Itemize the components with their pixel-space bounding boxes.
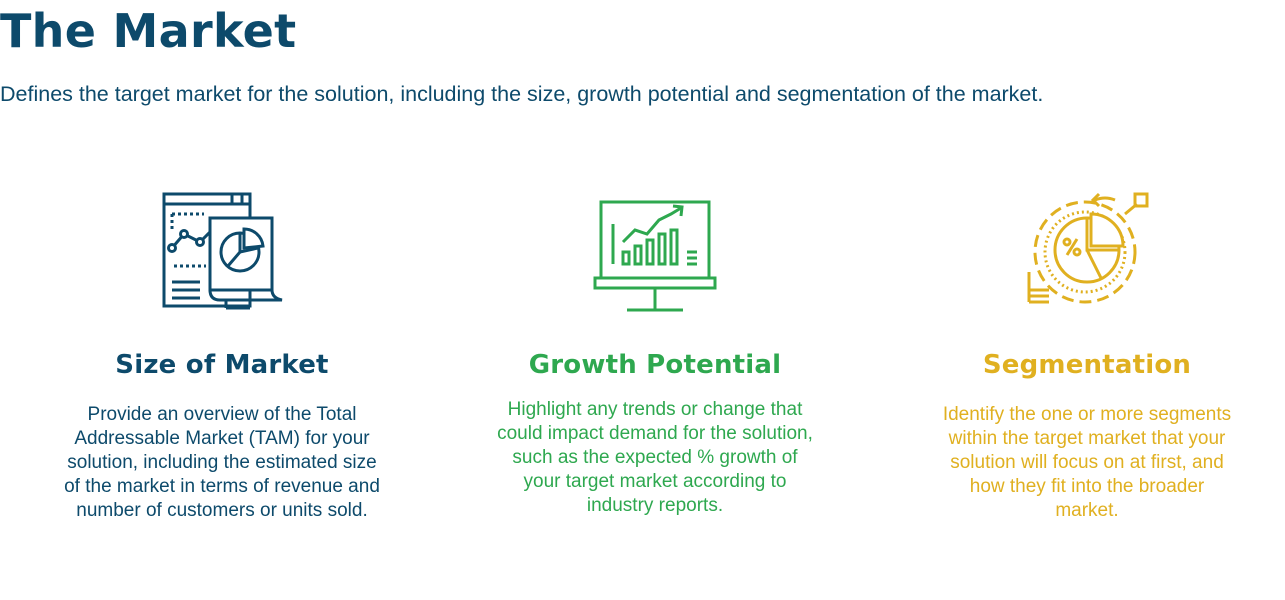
market-analysis-report-icon — [57, 190, 387, 325]
growth-potential-section: Growth Potential Highlight any trends or… — [490, 190, 820, 518]
segmentation-pie-target-icon — [922, 190, 1252, 325]
segmentation-section: Segmentation Identify the one or more se… — [922, 190, 1252, 523]
growth-chart-monitor-icon — [490, 190, 820, 325]
size-of-market-description: Provide an overview of the Total Address… — [64, 404, 380, 521]
segmentation-heading: Segmentation — [982, 350, 1192, 380]
page-title: The Market — [0, 4, 297, 58]
growth-potential-heading: Growth Potential — [528, 350, 782, 380]
size-of-market-section: Size of Market Provide an overview of th… — [57, 190, 387, 523]
growth-potential-description: Highlight any trends or change that coul… — [497, 399, 813, 516]
size-of-market-heading: Size of Market — [115, 350, 329, 380]
segmentation-description: Identify the one or more segments within… — [942, 404, 1232, 521]
page-subtitle: Defines the target market for the soluti… — [0, 82, 1044, 106]
